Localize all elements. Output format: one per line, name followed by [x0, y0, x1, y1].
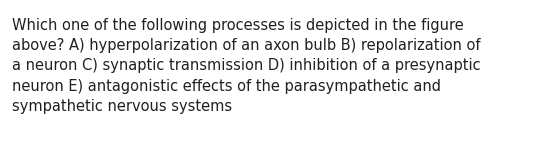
Text: Which one of the following processes is depicted in the figure
above? A) hyperpo: Which one of the following processes is … — [12, 18, 481, 114]
